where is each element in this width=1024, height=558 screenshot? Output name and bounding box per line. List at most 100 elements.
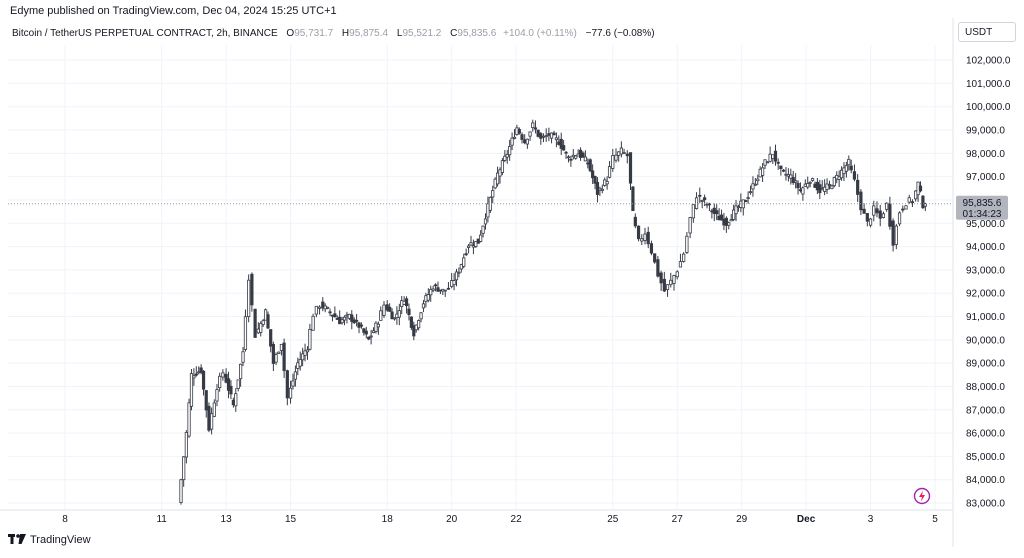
price-axis-label: 93,000.0 [966,265,1005,276]
price-axis-label: 98,000.0 [966,149,1005,160]
candle-body [617,151,621,156]
candle-body [744,200,748,203]
candle-body [207,405,211,431]
candle-body [247,279,251,317]
candle-body [328,311,332,314]
candle-body [923,203,927,207]
candle-body [881,213,886,218]
candle-body [583,156,587,162]
price-axis-label: 83,000.0 [966,499,1005,510]
time-axis-label: 29 [736,514,748,525]
time-axis-label: 25 [607,514,619,525]
candle-body [631,186,635,212]
candle-body [810,178,815,181]
candle-body [379,310,383,321]
candle-body [847,158,851,166]
candle-body [382,304,386,316]
time-axis-label: 22 [511,514,523,525]
candle-body [436,287,440,292]
candle-body [536,129,540,137]
candle-body [865,213,869,222]
candle-body [779,165,783,169]
time-axis-label: 5 [932,514,938,525]
candle-body [221,372,225,378]
price-axis-label: 92,000.0 [966,289,1005,300]
candle-body [179,479,183,503]
candle-body [293,371,297,380]
candle-body [559,138,563,149]
footer-brand[interactable]: TradingView [8,533,91,547]
candle-body [859,191,863,211]
candle-body [791,177,795,184]
candle-body [688,217,692,234]
candle-body [531,122,535,129]
candle-body [412,325,416,337]
change-value-secondary: −77.6 (−0.08%) [585,28,655,39]
candle-body [282,342,286,371]
candle-body [303,350,307,356]
price-axis-label: 86,000.0 [966,429,1005,440]
candle-body [376,323,380,328]
price-axis-label: 88,000.0 [966,382,1005,393]
candle-body [643,233,647,241]
candle-body [523,139,527,144]
tradingview-logo-icon [8,533,26,547]
open-label: O [286,28,295,39]
candle-body [662,278,666,292]
candle-body [727,222,731,226]
candle-body [525,138,529,145]
candle-body [751,183,755,190]
candle-body [212,402,216,417]
high-value: 95,875.4 [349,28,389,39]
symbol-name[interactable]: Bitcoin / TetherUS PERPETUAL CONTRACT, 2… [12,28,278,39]
candle-body [801,187,805,195]
candle-body [239,363,243,380]
candle-body [564,151,568,154]
price-axis-label: 89,000.0 [966,359,1005,370]
candle-body [839,169,844,179]
candle-body [500,160,505,173]
candle-body [719,214,724,221]
candle-body [901,208,905,211]
candle-body [510,137,514,146]
candle-body [694,197,699,210]
candle-body [789,174,793,179]
candle-body [685,235,689,253]
candle-body [390,311,394,320]
candle-body [622,152,626,154]
price-tag-value: 95,835.6 [963,198,1002,209]
candle-body [224,373,228,383]
currency-selector[interactable]: USDT [958,22,1016,42]
price-axis-label: 95,000.0 [966,219,1005,230]
candle-body [321,301,325,309]
price-axis-label: 84,000.0 [966,475,1005,486]
footer-brand-label: TradingView [30,534,91,546]
candle-body [388,306,392,312]
candle-body [691,204,695,219]
candle-body [184,432,188,458]
candle-body [204,390,208,411]
lightning-icon[interactable] [913,487,931,505]
candle-body [549,132,554,139]
candle-body [426,294,430,301]
price-axis-label: 85,000.0 [966,452,1005,463]
candle-body [552,132,556,136]
candle-body [429,289,433,296]
candle-body [528,131,532,137]
candle-body [462,257,466,267]
candle-body [827,184,832,186]
candle-body [236,379,240,389]
candle-body [808,181,812,184]
candle-body [187,402,191,437]
time-axis-label: 27 [672,514,684,525]
candle-body [234,393,238,407]
candle-body [675,271,679,278]
price-tag-countdown: 01:34:23 [963,209,1002,220]
candle-body [547,133,551,136]
candle-body [495,172,500,185]
candle-body [888,203,892,227]
candle-body [201,370,206,390]
candle-body [397,310,401,318]
